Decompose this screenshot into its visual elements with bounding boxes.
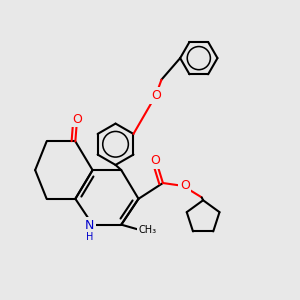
Text: O: O <box>180 179 190 192</box>
Text: H: H <box>86 232 93 242</box>
Text: O: O <box>72 113 82 126</box>
Text: O: O <box>150 154 160 167</box>
Text: CH₃: CH₃ <box>139 225 157 236</box>
Text: N: N <box>85 219 94 232</box>
Text: O: O <box>151 89 161 102</box>
